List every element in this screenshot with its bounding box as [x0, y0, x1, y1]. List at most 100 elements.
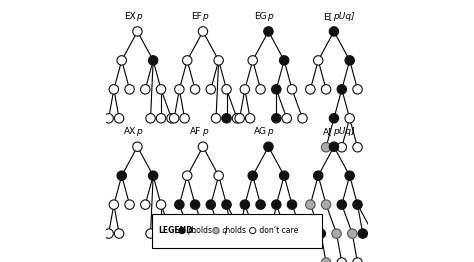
- Circle shape: [345, 114, 355, 123]
- Circle shape: [321, 85, 331, 94]
- Circle shape: [353, 258, 362, 262]
- Text: EF: EF: [191, 12, 201, 21]
- Circle shape: [280, 171, 289, 180]
- Text: p: p: [201, 12, 208, 21]
- Circle shape: [125, 200, 134, 209]
- Circle shape: [246, 114, 255, 123]
- Circle shape: [280, 56, 289, 65]
- Text: pUq]: pUq]: [333, 127, 354, 136]
- Circle shape: [114, 114, 124, 123]
- Circle shape: [146, 114, 155, 123]
- Circle shape: [182, 171, 192, 180]
- Circle shape: [298, 114, 307, 123]
- Circle shape: [240, 200, 250, 209]
- Circle shape: [213, 227, 219, 234]
- Circle shape: [287, 85, 297, 94]
- Text: p: p: [136, 127, 142, 136]
- Circle shape: [104, 114, 113, 123]
- Circle shape: [266, 229, 276, 238]
- Circle shape: [329, 142, 338, 151]
- Circle shape: [104, 229, 113, 238]
- Text: AF: AF: [191, 127, 201, 136]
- Text: p: p: [267, 12, 273, 21]
- Circle shape: [214, 171, 223, 180]
- Circle shape: [248, 171, 257, 180]
- Circle shape: [248, 56, 257, 65]
- Circle shape: [180, 114, 189, 123]
- Circle shape: [206, 85, 216, 94]
- Text: EG: EG: [255, 12, 267, 21]
- Circle shape: [250, 227, 256, 234]
- Circle shape: [133, 142, 142, 151]
- Circle shape: [227, 229, 237, 238]
- Circle shape: [174, 85, 184, 94]
- Text: p: p: [267, 127, 273, 136]
- Circle shape: [156, 114, 166, 123]
- Circle shape: [353, 200, 362, 209]
- Circle shape: [345, 171, 355, 180]
- Circle shape: [316, 229, 326, 238]
- Circle shape: [156, 200, 166, 209]
- Circle shape: [235, 229, 244, 238]
- Circle shape: [251, 229, 260, 238]
- Circle shape: [235, 114, 244, 123]
- Circle shape: [321, 143, 331, 152]
- Text: E[: E[: [324, 12, 333, 21]
- FancyBboxPatch shape: [152, 214, 322, 248]
- Circle shape: [264, 142, 273, 151]
- Circle shape: [353, 143, 362, 152]
- Circle shape: [148, 56, 158, 65]
- Circle shape: [287, 200, 297, 209]
- Circle shape: [337, 258, 346, 262]
- Circle shape: [337, 143, 346, 152]
- Text: holds: holds: [189, 226, 212, 235]
- Circle shape: [256, 200, 265, 209]
- Circle shape: [167, 229, 176, 238]
- Circle shape: [282, 114, 292, 123]
- Circle shape: [256, 85, 265, 94]
- Circle shape: [298, 229, 307, 238]
- Circle shape: [206, 200, 216, 209]
- Circle shape: [109, 85, 118, 94]
- Circle shape: [198, 142, 208, 151]
- Circle shape: [321, 200, 331, 209]
- Circle shape: [191, 85, 200, 94]
- Circle shape: [191, 200, 200, 209]
- Circle shape: [368, 229, 378, 238]
- Circle shape: [109, 200, 118, 209]
- Circle shape: [156, 85, 166, 94]
- Circle shape: [368, 258, 378, 262]
- Text: don’t care: don’t care: [256, 226, 298, 235]
- Text: pUq]: pUq]: [333, 12, 354, 21]
- Circle shape: [353, 85, 362, 94]
- Circle shape: [329, 27, 338, 36]
- Circle shape: [345, 56, 355, 65]
- Circle shape: [217, 229, 226, 238]
- Circle shape: [240, 85, 250, 94]
- Circle shape: [167, 114, 176, 123]
- Circle shape: [141, 200, 150, 209]
- Circle shape: [313, 171, 323, 180]
- Circle shape: [347, 229, 357, 238]
- Circle shape: [141, 85, 150, 94]
- Circle shape: [125, 85, 134, 94]
- Circle shape: [117, 171, 127, 180]
- Circle shape: [358, 229, 367, 238]
- Circle shape: [198, 27, 208, 36]
- Text: holds: holds: [223, 226, 246, 235]
- Circle shape: [337, 200, 346, 209]
- Text: AG: AG: [254, 127, 267, 136]
- Circle shape: [329, 114, 338, 123]
- Circle shape: [214, 56, 223, 65]
- Circle shape: [146, 229, 155, 238]
- Circle shape: [321, 258, 331, 262]
- Circle shape: [211, 114, 221, 123]
- Circle shape: [222, 85, 231, 94]
- Circle shape: [306, 200, 315, 209]
- Circle shape: [264, 27, 273, 36]
- Circle shape: [117, 56, 127, 65]
- Circle shape: [185, 229, 194, 238]
- Circle shape: [133, 27, 142, 36]
- Circle shape: [282, 229, 292, 238]
- Text: p: p: [186, 226, 193, 235]
